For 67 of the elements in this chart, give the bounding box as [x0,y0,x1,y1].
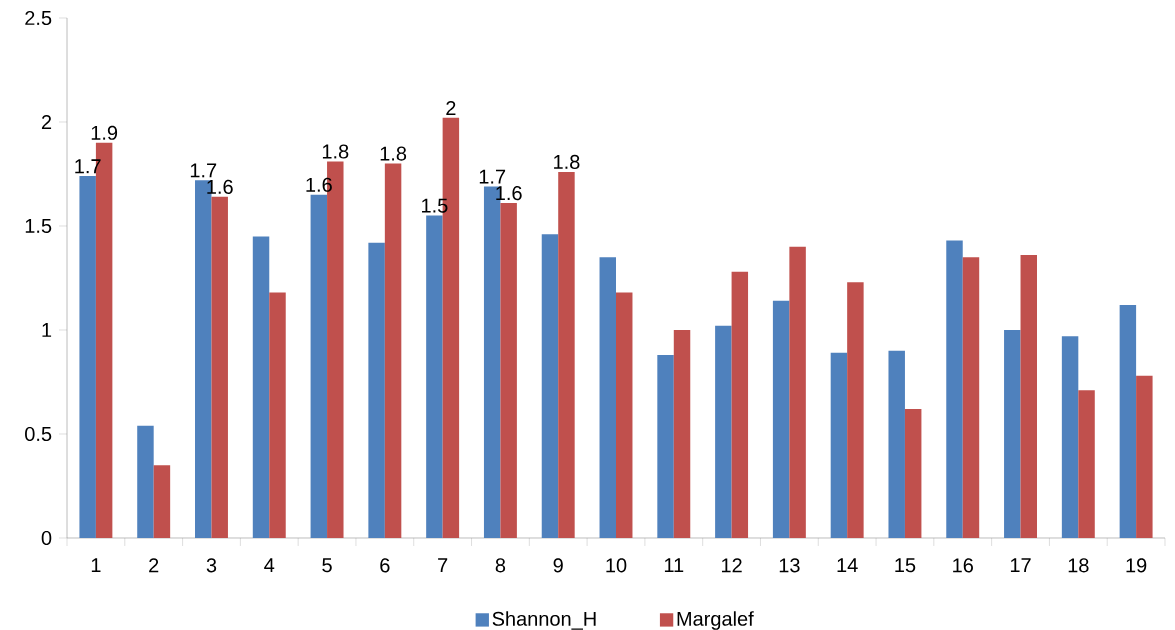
x-tick-label: 12 [721,558,742,573]
bar [1119,305,1137,538]
bar [269,292,286,538]
bar [153,465,171,538]
bar [772,300,790,538]
x-tick-label: 15 [895,558,916,573]
y-tick-label: 1 [42,323,52,337]
bar [1136,375,1153,538]
x-tick-label: 1 [91,558,101,573]
data-label: 2 [446,100,456,115]
bar [384,163,402,538]
x-tick-label: 6 [380,558,390,573]
bar [252,236,270,538]
bar [211,196,228,538]
data-label: 1.8 [322,144,349,159]
bar [673,329,691,538]
x-tick-label: 3 [206,558,217,573]
bar [1004,329,1021,538]
bar [616,292,633,538]
x-tick-label: 18 [1068,558,1089,573]
data-label: 1.7 [479,169,506,184]
data-label: 1.8 [554,154,580,169]
x-tick-label: 10 [606,558,627,573]
bar [657,354,674,538]
x-tick-label: 2 [149,558,159,573]
bar [500,203,517,538]
bar [137,425,154,538]
bar [1061,336,1079,538]
bar [310,194,328,538]
y-tick-label: 2 [41,115,52,129]
bar [731,271,749,538]
x-tick-label: 16 [953,558,973,573]
bar [599,257,616,538]
legend-label: Shannon_H [492,611,596,630]
bar [426,215,443,538]
bar [789,246,806,538]
bar [368,242,385,538]
bar [558,171,575,538]
bar [888,350,905,538]
x-tick-label: 13 [779,558,800,573]
data-label: 1.7 [190,163,217,178]
x-tick-label: 11 [664,558,684,573]
bar [79,176,96,538]
bar [847,282,864,538]
x-tick-label: 4 [264,558,275,573]
x-tick-label: 5 [322,558,332,573]
bar [946,240,963,538]
x-tick-label: 14 [837,558,858,573]
bar [1078,390,1095,538]
data-label: 1.8 [380,146,407,161]
y-tick-label: 1.5 [25,219,52,233]
y-tick-label: 0 [41,530,52,546]
data-label: 1.9 [91,125,118,140]
bar [904,409,922,538]
bar [830,352,848,538]
x-tick-label: 8 [495,558,506,573]
y-tick-label: 0.5 [25,426,52,442]
bar [1020,255,1037,538]
legend-label: Margalef [677,611,754,630]
x-tick-label: 9 [553,558,563,573]
y-tick-label: 2.5 [25,10,52,26]
x-tick-label: 7 [438,558,448,573]
x-tick-label: 19 [1126,558,1147,573]
bar [715,325,732,538]
bar [541,234,559,538]
x-tick-label: 17 [1010,558,1031,573]
bar [962,257,980,538]
